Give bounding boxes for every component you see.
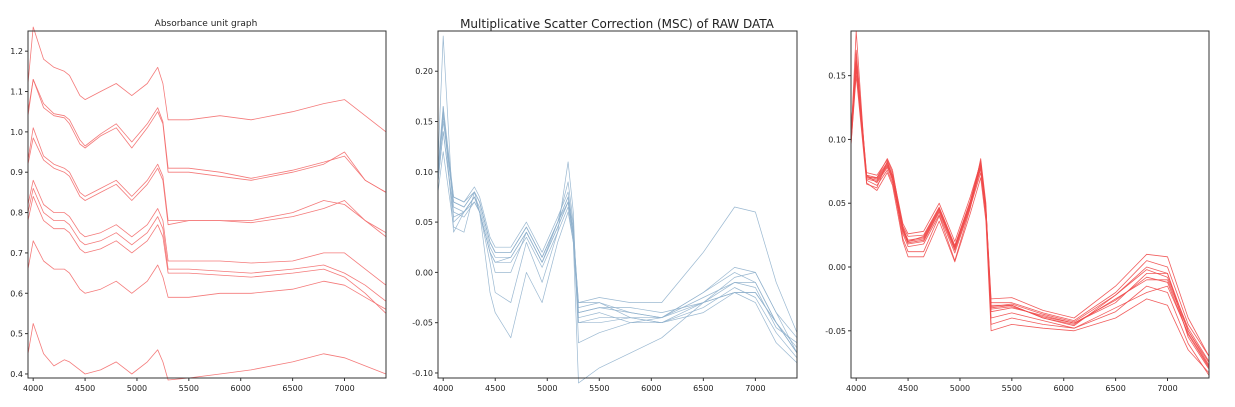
series-line-9 — [850, 66, 1210, 369]
x-tick-label: 4000 — [846, 384, 866, 393]
y-tick-label: 0.8 — [10, 209, 23, 218]
x-tick-label: 6500 — [1105, 384, 1125, 393]
x-tick-label: 6000 — [231, 384, 251, 393]
series-line-9 — [437, 151, 798, 384]
y-tick-label: 1.0 — [10, 128, 23, 137]
x-tick-label: 5500 — [1002, 384, 1022, 393]
x-tick-label: 6000 — [641, 384, 661, 393]
x-tick-label: 7000 — [334, 384, 354, 393]
x-tick-label: 5500 — [589, 384, 609, 393]
y-tick-label: 0.5 — [10, 330, 23, 339]
y-tick-label: 0.15 — [828, 72, 846, 81]
series-line-6 — [27, 179, 387, 286]
x-tick-label: 6500 — [282, 384, 302, 393]
axis-ticks: 4000 4500 5000 5500 6000 6500 7000 -0.10 -0.05 0.… — [412, 67, 765, 393]
series-lines — [27, 26, 387, 381]
x-tick-label: 6500 — [693, 384, 713, 393]
y-tick-label: 0.10 — [415, 168, 433, 177]
x-tick-label: 7000 — [745, 384, 765, 393]
axis-ticks: 4000 4500 5000 5500 6000 6500 7000 0.4 0.5 0.6 0.7… — [10, 47, 354, 393]
series-lines — [850, 30, 1210, 376]
x-tick-label: 7000 — [1157, 384, 1177, 393]
y-tick-label: 0.00 — [828, 263, 846, 272]
plot-frame — [850, 30, 1210, 379]
series-line-10 — [437, 131, 798, 333]
x-tick-label: 5000 — [537, 384, 557, 393]
x-tick-label: 5000 — [127, 384, 147, 393]
series-line-10 — [27, 323, 387, 381]
series-line-10 — [850, 61, 1210, 362]
series-line-2 — [437, 116, 798, 344]
series-line-8 — [27, 195, 387, 314]
series-line-4 — [27, 127, 387, 234]
chart-title: Absorbance unit graph — [155, 19, 258, 29]
series-line-5 — [850, 65, 1210, 367]
y-tick-label: 0.10 — [828, 135, 846, 144]
y-tick-label: 0.20 — [415, 67, 433, 76]
series-line-9 — [27, 240, 387, 310]
y-tick-label: 0.00 — [415, 268, 433, 277]
plot-frame — [27, 30, 387, 379]
y-tick-label: 0.9 — [10, 168, 23, 177]
y-tick-label: 0.05 — [828, 199, 846, 208]
y-tick-label: -0.05 — [412, 319, 433, 328]
series-line-7 — [850, 75, 1210, 374]
x-tick-label: 4000 — [433, 384, 453, 393]
y-tick-label: -0.05 — [825, 327, 846, 336]
corrected-chart: 4000 4500 5000 5500 6000 6500 7000 -0.05 0.00 0.0… — [825, 30, 1210, 393]
plot-frame — [437, 30, 798, 379]
y-tick-label: 0.15 — [415, 118, 433, 127]
series-line-3 — [27, 79, 387, 193]
x-tick-label: 4500 — [898, 384, 918, 393]
series-line-2 — [27, 79, 387, 193]
y-tick-label: 0.05 — [415, 218, 433, 227]
series-line-1 — [27, 26, 387, 133]
x-tick-label: 6000 — [1054, 384, 1074, 393]
x-tick-label: 4500 — [75, 384, 95, 393]
y-tick-label: 0.4 — [10, 370, 23, 379]
y-tick-label: 0.6 — [10, 289, 23, 298]
series-lines — [437, 35, 798, 384]
y-tick-label: -0.10 — [412, 369, 433, 378]
y-tick-label: 0.7 — [10, 249, 23, 258]
x-tick-label: 5500 — [179, 384, 199, 393]
y-tick-label: 1.2 — [10, 47, 23, 56]
axis-ticks: 4000 4500 5000 5500 6000 6500 7000 -0.05 0.00 0.0… — [825, 72, 1177, 393]
y-tick-label: 1.1 — [10, 88, 23, 97]
chart-title: Multiplicative Scatter Correction (MSC) … — [460, 17, 775, 31]
x-tick-label: 4500 — [485, 384, 505, 393]
series-line-7 — [27, 187, 387, 302]
x-tick-label: 4000 — [23, 384, 43, 393]
series-line-5 — [27, 137, 387, 238]
absorbance-chart: Absorbance unit graph 4000 4500 5000 5500 60… — [10, 19, 387, 393]
x-tick-label: 5000 — [950, 384, 970, 393]
msc-chart: Multiplicative Scatter Correction (MSC) … — [412, 17, 798, 393]
